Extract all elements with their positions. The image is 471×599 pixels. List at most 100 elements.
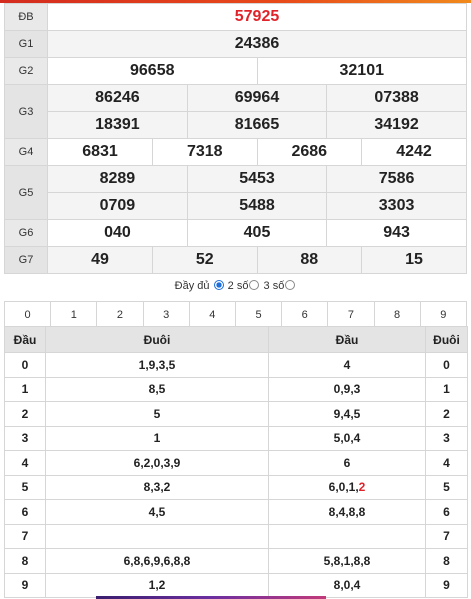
prize-number: 040 <box>104 224 131 241</box>
mode-2-radio[interactable] <box>249 280 260 290</box>
table-row: 2 5 9,4,5 2 <box>4 401 468 427</box>
tail-digit: 2 <box>425 401 468 427</box>
prize-number: 8289 <box>48 166 188 192</box>
header-duoi: Đuôi <box>45 326 269 353</box>
mode-2-label[interactable]: 2 số <box>227 280 249 292</box>
head-digit: 6 <box>4 499 46 525</box>
mode-3-label[interactable]: 3 số <box>263 280 285 292</box>
head-digit: 4 <box>4 450 46 476</box>
mode-full-radio[interactable] <box>213 280 224 290</box>
tail-list <box>45 523 269 549</box>
lottery-results-table: ĐB 57925 G1 24386 G2 96658 32101 G3 8624… <box>4 3 467 274</box>
digit-filter-4[interactable]: 4 <box>188 301 236 328</box>
tail-digit: 4 <box>425 450 468 476</box>
head-digit: 3 <box>4 425 46 451</box>
prize-number: 96658 <box>130 62 175 79</box>
head-list: 0,9,3 <box>268 376 426 402</box>
prize-number: 24386 <box>47 30 467 58</box>
prize-number: 81665 <box>186 112 327 138</box>
tail-list: 1,2 <box>45 572 269 598</box>
prize-number: 4242 <box>361 139 466 165</box>
head-digit: 8 <box>4 548 46 574</box>
prize-row-g4: G4 6831 7318 2686 4242 <box>4 138 467 166</box>
prize-number: 5453 <box>186 166 327 192</box>
prize-label: G4 <box>4 138 48 166</box>
prize-number: 6831 <box>82 143 118 160</box>
banner-strip <box>96 596 326 599</box>
prize-row-g3b: 18391 81665 34192 <box>5 111 467 139</box>
head-list-text: 6,0,1, <box>328 480 359 495</box>
table-row: 5 8,3,2 6,0,1,2 5 <box>4 474 468 500</box>
digit-filter-2[interactable]: 2 <box>96 301 144 328</box>
digit-filter-9[interactable]: 9 <box>419 301 468 328</box>
prize-number: 32101 <box>256 58 466 84</box>
prize-number: 943 <box>326 220 466 246</box>
prize-label: G5 <box>4 165 48 220</box>
head-digit: 9 <box>4 572 46 598</box>
loto-header-row: Đầu Đuôi Đầu Đuôi <box>4 326 468 353</box>
digit-filter-8[interactable]: 8 <box>373 301 421 328</box>
table-row: 4 6,2,0,3,9 6 4 <box>4 450 468 476</box>
tail-list: 6,8,6,9,6,8,8 <box>45 548 269 574</box>
prize-number: 52 <box>152 247 257 273</box>
table-row: 0 1,9,3,5 4 0 <box>4 352 468 378</box>
prize-row-g7: G7 49 52 88 15 <box>4 246 467 274</box>
mode-full-label[interactable]: Đầy đủ <box>174 280 210 292</box>
mode-3-radio[interactable] <box>285 280 296 290</box>
prize-number: 3303 <box>326 193 466 219</box>
prize-number: 34192 <box>326 112 466 138</box>
head-list: 8,0,4 <box>268 572 426 598</box>
digit-filter-5[interactable]: 5 <box>234 301 283 328</box>
prize-label: G6 <box>4 219 48 247</box>
prize-number: 7586 <box>326 166 466 192</box>
head-list: 5,8,1,8,8 <box>268 548 426 574</box>
head-list: 9,4,5 <box>268 401 426 427</box>
tail-list: 5 <box>45 401 269 427</box>
head-list: 4 <box>268 352 426 378</box>
prize-row-g6: G6 040 405 943 <box>4 219 467 247</box>
tail-digit: 6 <box>425 499 468 525</box>
digit-filter-6[interactable]: 6 <box>281 301 329 328</box>
tail-list: 1,9,3,5 <box>45 352 269 378</box>
header-dau: Đầu <box>4 326 46 353</box>
top-accent-bar <box>0 0 471 3</box>
tail-digit: 9 <box>425 572 468 598</box>
prize-label: G3 <box>4 84 48 139</box>
head-list: 5,0,4 <box>268 425 426 451</box>
prize-number: 5488 <box>186 193 327 219</box>
head-digit: 5 <box>4 474 46 500</box>
prize-label: G7 <box>4 246 48 274</box>
tail-digit: 5 <box>425 474 468 500</box>
prize-label: G2 <box>4 57 48 85</box>
table-row: 7 7 <box>4 523 468 549</box>
prize-label: G1 <box>4 30 48 58</box>
prize-row-g2: G2 96658 32101 <box>4 57 467 85</box>
prize-number: 07388 <box>326 85 466 111</box>
tail-list: 6,2,0,3,9 <box>45 450 269 476</box>
tail-digit: 8 <box>425 548 468 574</box>
prize-number: 88 <box>256 247 362 273</box>
digit-filter-7[interactable]: 7 <box>327 301 375 328</box>
prize-label: ĐB <box>4 3 48 31</box>
prize-number: 0709 <box>48 193 188 219</box>
head-digit: 1 <box>4 376 46 402</box>
digit-filter-1[interactable]: 1 <box>50 301 98 328</box>
tail-digit: 7 <box>425 523 468 549</box>
table-row: 6 4,5 8,4,8,8 6 <box>4 499 468 525</box>
table-row: 9 1,2 8,0,4 9 <box>4 572 468 598</box>
head-list: 6,0,1,2 <box>268 474 426 500</box>
head-digit: 0 <box>4 352 46 378</box>
tail-digit: 0 <box>425 352 468 378</box>
digit-filter-0[interactable]: 0 <box>3 301 52 328</box>
tail-digit: 3 <box>425 425 468 451</box>
prize-number: 57925 <box>47 3 467 31</box>
digit-filter-3[interactable]: 3 <box>142 301 190 328</box>
prize-row-g5a: G5 8289 5453 7586 <box>4 165 467 220</box>
header-dau-2: Đầu <box>268 326 426 353</box>
prize-number: 18391 <box>48 112 188 138</box>
prize-number: 7318 <box>152 139 257 165</box>
prize-row-db: ĐB 57925 <box>4 3 467 31</box>
head-list <box>268 523 426 549</box>
table-row: 3 1 5,0,4 3 <box>4 425 468 451</box>
prize-number: 405 <box>186 220 327 246</box>
